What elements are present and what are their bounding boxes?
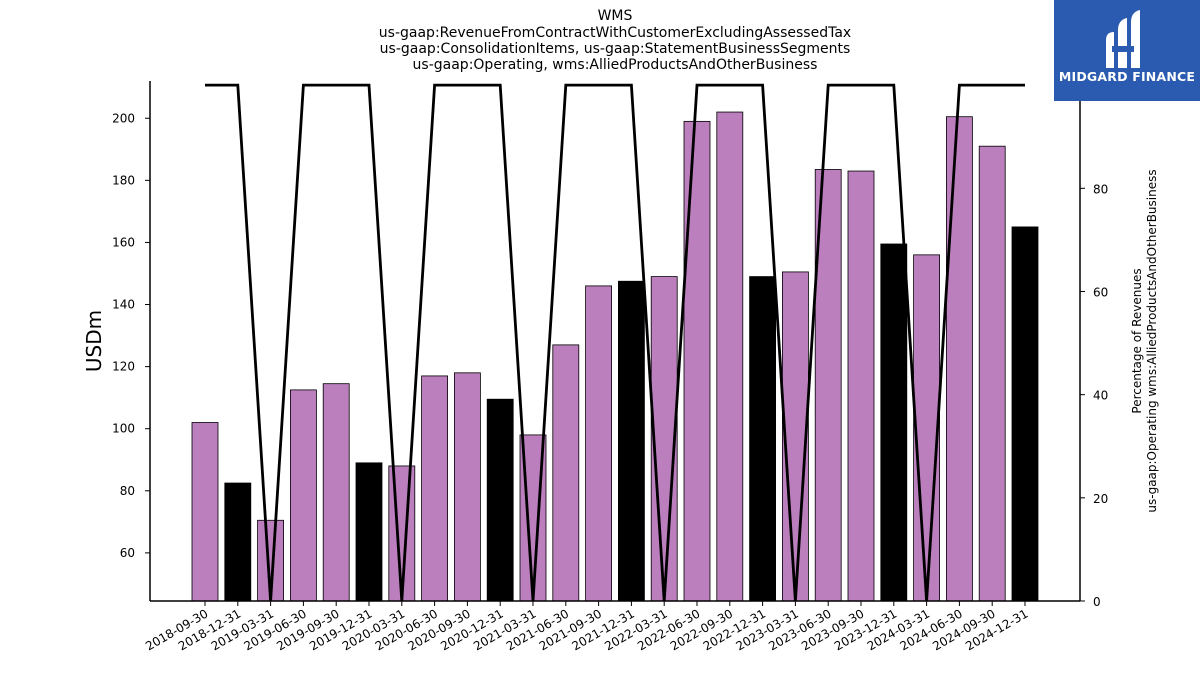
bar-2019-06-30 [289, 389, 317, 602]
bar-2023-03-31 [782, 271, 809, 602]
bar-2019-03-31 [257, 519, 285, 602]
right-tick-label: 60 [1093, 285, 1108, 299]
left-y-axis: 60 80 100 120 140 160 180 200 [112, 81, 151, 601]
right-tick-label: 80 [1093, 182, 1108, 196]
bar-2024-06-30 [946, 116, 973, 602]
left-tick-label: 140 [112, 298, 135, 312]
bars [191, 111, 1039, 602]
bar-2020-06-30 [421, 375, 449, 602]
percentage-line [205, 83, 1025, 602]
left-tick-label: 100 [112, 422, 135, 436]
bar-2019-12-31 [355, 462, 383, 602]
bar-2018-12-31 [224, 482, 252, 602]
chart-title-line-3: us-gaap:ConsolidationItems, us-gaap:Stat… [380, 41, 851, 57]
bar-2024-03-31 [913, 254, 940, 602]
chart-title-line-2: us-gaap:RevenueFromContractWithCustomerE… [379, 25, 851, 41]
bar-2021-12-31 [618, 280, 645, 602]
x-axis: 2018-09-302018-12-312019-03-312019-06-30… [143, 600, 1080, 653]
bar-2021-09-30 [585, 285, 612, 602]
logo-text: MIDGARD FINANCE [1058, 69, 1196, 84]
percentage-line-series [205, 83, 1025, 602]
left-tick-label: 180 [112, 173, 135, 187]
bar-2020-12-31 [486, 398, 514, 602]
right-tick-label: 20 [1093, 492, 1108, 506]
bar-2022-06-30 [683, 120, 711, 602]
y-axis-label: USDm [82, 310, 106, 372]
midgard-logo-icon [1106, 10, 1140, 68]
bar-2023-12-31 [880, 243, 908, 602]
right-y-axis-label: Percentage of Revenues us-gaap:Operating… [1130, 169, 1159, 512]
left-tick-label: 160 [112, 235, 135, 249]
bar-2024-12-31 [1011, 226, 1039, 602]
bar-2022-09-30 [716, 111, 744, 602]
bar-2023-09-30 [847, 170, 875, 602]
right-y-axis: 020406080100 [1079, 79, 1116, 609]
bar-2024-09-30 [978, 145, 1006, 602]
left-tick-label: 120 [112, 360, 135, 374]
bar-2022-12-31 [749, 276, 776, 602]
bar-2018-09-30 [191, 422, 219, 602]
right-y-axis-label-line-2: us-gaap:Operating wms:AlliedProductsAndO… [1145, 169, 1159, 512]
right-tick-label: 0 [1093, 595, 1101, 609]
chart-title: WMS us-gaap:RevenueFromContractWithCusto… [379, 8, 851, 73]
bar-2020-09-30 [453, 372, 481, 602]
left-tick-label: 60 [120, 546, 135, 560]
bar-2019-09-30 [322, 383, 350, 602]
left-tick-label: 200 [112, 111, 135, 125]
midgard-finance-logo: MIDGARD FINANCE [1054, 0, 1200, 101]
bar-2021-06-30 [552, 344, 580, 602]
left-tick-label: 80 [120, 484, 135, 498]
right-tick-label: 40 [1093, 389, 1108, 403]
right-y-axis-label-line-1: Percentage of Revenues [1130, 268, 1144, 413]
chart-title-line-4: us-gaap:Operating, wms:AlliedProductsAnd… [413, 57, 818, 73]
chart-title-line-1: WMS [598, 8, 633, 24]
